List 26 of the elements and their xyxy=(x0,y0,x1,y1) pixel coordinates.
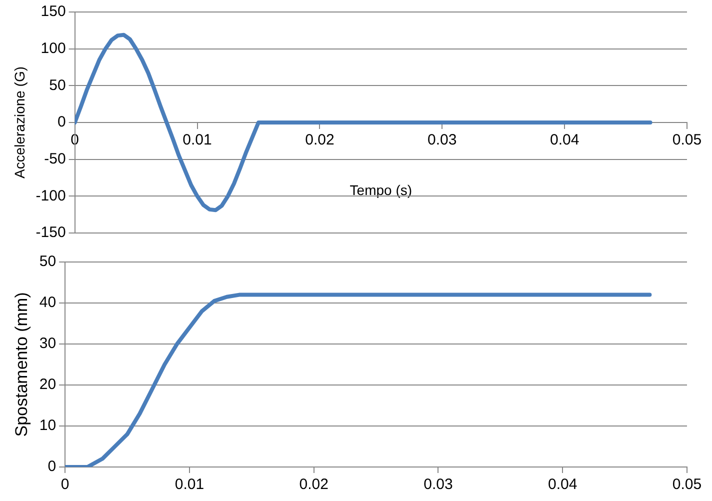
x-tick-label: 0.02 xyxy=(299,476,328,494)
x-tick-label: 0.04 xyxy=(548,476,578,494)
y-tick-label: -50 xyxy=(44,150,66,168)
y-tick-label: 20 xyxy=(39,376,56,394)
y-tick-label: -150 xyxy=(36,224,66,242)
x-tick-label: 0.05 xyxy=(672,476,702,494)
y-axis-title: Accelerazione (G) xyxy=(11,66,28,179)
y-tick-label: 50 xyxy=(49,76,66,94)
x-tick-label: 0.03 xyxy=(424,476,453,494)
y-tick-label: 0 xyxy=(57,114,66,131)
y-tick-label: 0 xyxy=(48,458,56,476)
x-tick-label: 0.02 xyxy=(305,132,334,149)
x-axis-title: Tempo (s) xyxy=(350,182,412,198)
x-tick-label: 0.05 xyxy=(672,132,702,149)
y-tick-label: 100 xyxy=(40,40,66,57)
y-axis-title: Spostamento (mm) xyxy=(12,292,31,437)
y-tick-label: 150 xyxy=(40,3,66,20)
y-tick-label: 10 xyxy=(39,417,56,434)
y-tick-label: 50 xyxy=(39,253,56,270)
x-tick-label: 0.04 xyxy=(550,132,580,149)
y-tick-label: -100 xyxy=(36,187,66,204)
y-tick-label: 30 xyxy=(39,335,56,352)
x-tick-label: 0.03 xyxy=(428,132,457,149)
x-tick-label: 0.01 xyxy=(174,476,204,494)
x-tick-label: 0.01 xyxy=(182,132,212,149)
y-tick-label: 40 xyxy=(39,294,56,312)
